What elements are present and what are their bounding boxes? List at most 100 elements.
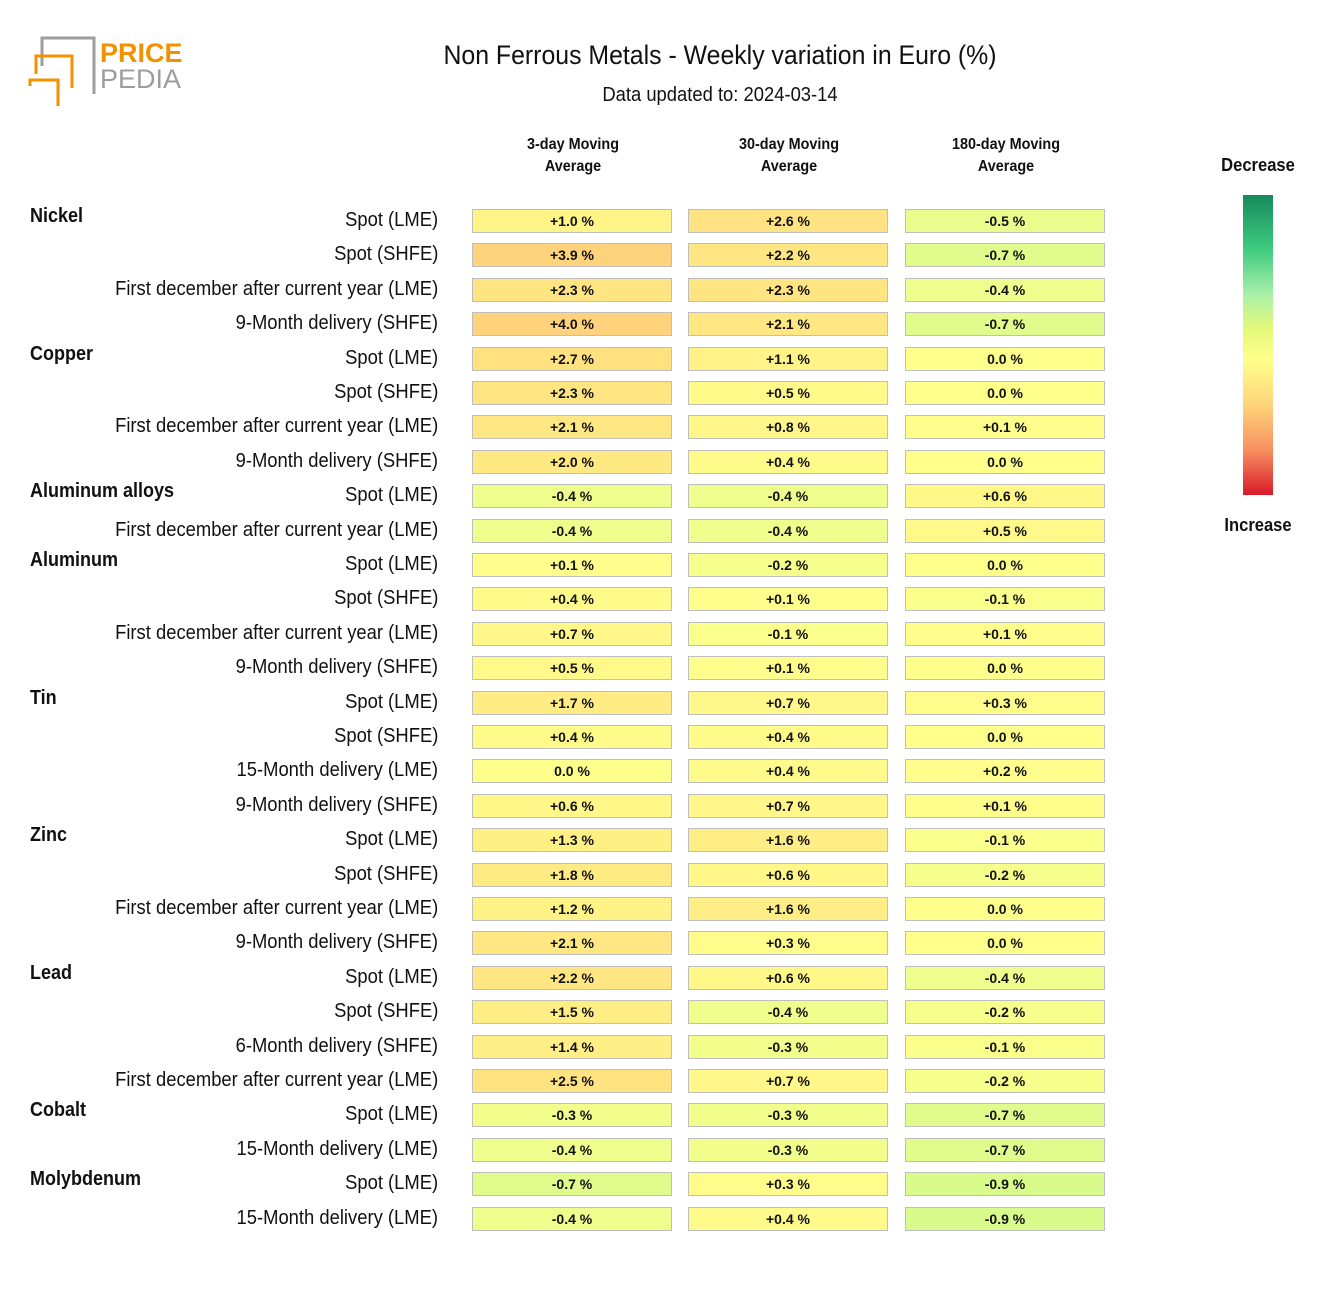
group-label-aluminum-alloys: Aluminum alloys	[30, 480, 175, 503]
legend-increase-label: Increase	[1224, 515, 1292, 535]
column-header-line: 180-day Moving	[951, 136, 1061, 153]
heatmap-cell: 0.0 %	[905, 931, 1105, 956]
row-label: First december after current year (LME)	[114, 897, 438, 919]
heatmap-cell: +0.6 %	[472, 793, 672, 818]
group-label-lead: Lead	[30, 961, 73, 984]
logo-word-price: PRICE	[100, 38, 183, 68]
heatmap-cell: -0.1 %	[905, 1034, 1105, 1059]
row-label: 9-Month delivery (SHFE)	[235, 931, 438, 954]
heatmap-cell: -0.9 %	[905, 1206, 1105, 1231]
heatmap-cell: -0.4 %	[472, 1137, 672, 1162]
heatmap-cell: -0.5 %	[905, 209, 1105, 233]
heatmap-cell: +0.7 %	[688, 1069, 888, 1093]
heatmap-cell: -0.4 %	[472, 1206, 672, 1231]
heatmap-cell: +0.2 %	[905, 759, 1105, 784]
heatmap-cell: +0.1 %	[688, 587, 888, 612]
heatmap-cell: -0.7 %	[905, 1103, 1105, 1128]
heatmap-cell: 0.0 %	[905, 553, 1105, 577]
heatmap-cell: +1.0 %	[472, 209, 672, 233]
heatmap-cell: 0.0 %	[472, 759, 672, 784]
heatmap-cell: -0.4 %	[688, 518, 888, 543]
heatmap-cell: +0.7 %	[688, 690, 888, 715]
row-label: 15-Month delivery (LME)	[236, 1137, 438, 1160]
heatmap-cell: -0.4 %	[905, 965, 1105, 990]
heatmap-cell: +2.0 %	[472, 449, 672, 474]
heatmap-cell: +0.1 %	[905, 621, 1105, 646]
column-header-line: Average	[760, 158, 818, 175]
logo-word-pedia: PEDIA	[100, 64, 181, 94]
legend-decrease-label: Decrease	[1221, 155, 1295, 175]
group-label-nickel: Nickel	[30, 205, 84, 227]
heatmap-cell: +0.6 %	[688, 965, 888, 990]
row-label: Spot (LME)	[344, 690, 438, 713]
heatmap-cell: -0.9 %	[905, 1172, 1105, 1197]
row-label: First december after current year (LME)	[114, 1069, 438, 1091]
row-label: Spot (LME)	[344, 346, 438, 369]
heatmap-cell: +0.1 %	[688, 656, 888, 681]
heatmap-cell: -0.4 %	[472, 484, 672, 509]
heatmap-cell: +0.1 %	[472, 553, 672, 577]
heatmap-cell: +0.6 %	[905, 484, 1105, 509]
heatmap-cell: -0.1 %	[688, 621, 888, 646]
heatmap-cell: -0.4 %	[688, 1000, 888, 1025]
heatmap-cell: +3.9 %	[472, 243, 672, 268]
heatmap-cell: -0.7 %	[905, 1137, 1105, 1162]
heatmap-cell: +2.1 %	[472, 415, 672, 440]
heatmap-cell: +1.4 %	[472, 1034, 672, 1059]
heatmap-cell: +1.1 %	[688, 346, 888, 371]
heatmap-cell: -0.3 %	[472, 1103, 672, 1128]
row-label: Spot (SHFE)	[333, 862, 438, 885]
heatmap-cell: +2.5 %	[472, 1069, 672, 1093]
legend-colorbar	[1243, 195, 1273, 495]
heatmap-cell: +0.8 %	[688, 415, 888, 440]
column-header-180day: 180-day Moving Average	[915, 134, 1097, 178]
row-label: Spot (SHFE)	[333, 725, 438, 747]
heatmap-cell: +2.2 %	[688, 243, 888, 268]
heatmap-cell: +0.7 %	[472, 621, 672, 646]
group-label-copper: Copper	[30, 342, 93, 365]
heatmap-cell: +2.6 %	[688, 209, 888, 233]
heatmap-cell: -0.3 %	[688, 1103, 888, 1128]
heatmap-cell: +2.3 %	[472, 277, 672, 302]
row-label: 9-Month delivery (SHFE)	[235, 793, 438, 816]
row-label: First december after current year (LME)	[114, 621, 438, 644]
column-header-30day: 30-day Moving Average	[698, 134, 880, 178]
group-label-zinc: Zinc	[30, 824, 68, 847]
column-header-line: Average	[544, 158, 602, 175]
heatmap-cell: +4.0 %	[472, 312, 672, 337]
chart-subtitle: Data updated to: 2024-03-14	[602, 84, 838, 106]
heatmap-cell: +0.4 %	[688, 449, 888, 474]
row-label: Spot (SHFE)	[333, 243, 438, 266]
heatmap-cell: +1.6 %	[688, 828, 888, 853]
heatmap-cell: +0.3 %	[688, 1172, 888, 1197]
heatmap-cell: -0.4 %	[472, 518, 672, 543]
heatmap-cell: +2.1 %	[472, 931, 672, 956]
heatmap-cell: +0.4 %	[688, 1206, 888, 1231]
column-header-3day: 3-day Moving Average	[482, 134, 664, 178]
row-label: 9-Month delivery (SHFE)	[235, 312, 438, 335]
heatmap-cell: +0.3 %	[905, 690, 1105, 715]
row-label: First december after current year (LME)	[114, 518, 438, 541]
heatmap-cell: +0.3 %	[688, 931, 888, 956]
heatmap-cell: +0.4 %	[472, 587, 672, 612]
heatmap-cell: +2.3 %	[472, 381, 672, 405]
heatmap-cell: -0.2 %	[905, 862, 1105, 887]
heatmap-cell: -0.7 %	[905, 243, 1105, 268]
group-label-aluminum: Aluminum	[30, 549, 119, 571]
heatmap-cell: +0.5 %	[688, 381, 888, 405]
column-header-line: 3-day Moving	[526, 136, 619, 153]
row-label: Spot (LME)	[344, 553, 438, 575]
row-label: Spot (LME)	[344, 1103, 438, 1126]
heatmap-cell: 0.0 %	[905, 656, 1105, 681]
heatmap-cell: +0.6 %	[688, 862, 888, 887]
heatmap-cell: +0.5 %	[472, 656, 672, 681]
row-label: Spot (LME)	[344, 1172, 438, 1195]
heatmap-cell: +2.3 %	[688, 277, 888, 302]
heatmap-cell: +1.2 %	[472, 897, 672, 921]
row-label: Spot (LME)	[344, 828, 438, 851]
heatmap-cell: -0.2 %	[905, 1069, 1105, 1093]
heatmap-cell: +0.4 %	[472, 725, 672, 749]
heatmap-cell: -0.7 %	[472, 1172, 672, 1197]
heatmap-cell: +1.6 %	[688, 897, 888, 921]
